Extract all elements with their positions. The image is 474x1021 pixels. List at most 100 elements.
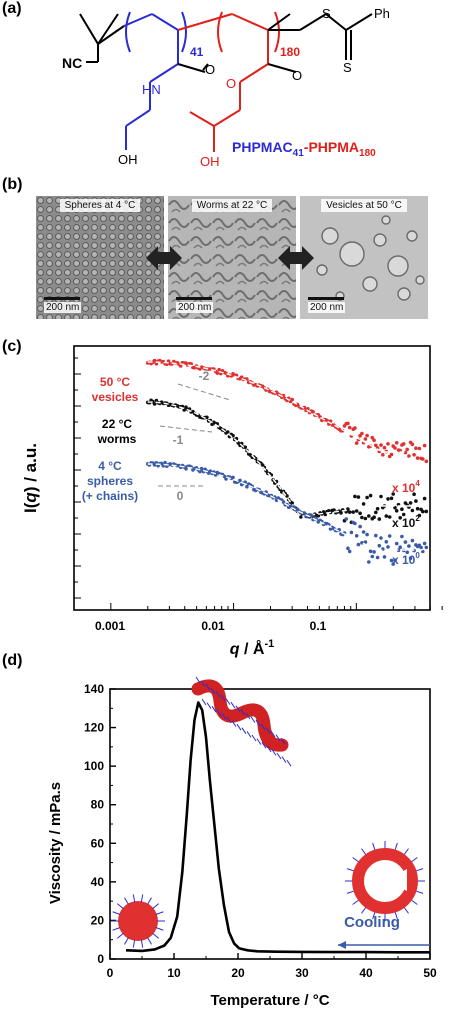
saxs-point-spheres <box>393 558 397 563</box>
slope-worms: -1 <box>173 433 184 447</box>
saxs-point-vesicles <box>415 456 420 460</box>
saxs-ylabel: I(q) / a.u. <box>21 443 40 513</box>
saxs-fit-worms <box>147 401 427 518</box>
saxs-point-spheres <box>374 533 378 538</box>
saxs-fit-spheres <box>147 463 427 551</box>
worm-hair <box>246 731 252 738</box>
worm-hair <box>280 737 286 745</box>
tem-vesicles-scalebar: 200 nm <box>308 297 346 313</box>
visc-xtick-label: 50 <box>423 966 437 980</box>
sphere-hair <box>140 939 144 948</box>
polymer-name-red-sub: 180 <box>359 148 376 159</box>
saxs-point-worms <box>386 497 390 501</box>
label-worms-temp: 22 °C <box>102 417 132 431</box>
saxs-point-spheres <box>379 536 383 540</box>
double-arrow-right-icon <box>278 246 314 270</box>
visc-ytick-label: 100 <box>84 759 104 773</box>
saxs-point-worms <box>316 513 321 518</box>
saxs-point-spheres <box>408 556 413 560</box>
saxs-point-worms <box>152 402 157 406</box>
saxs-point-worms <box>400 507 404 511</box>
saxs-point-spheres <box>375 555 380 560</box>
saxs-point-worms <box>205 415 209 420</box>
visc-ytick-label: 60 <box>91 836 105 850</box>
sphere-hair <box>147 937 152 945</box>
saxs-point-spheres <box>365 532 369 537</box>
saxs-point-worms <box>377 517 382 521</box>
saxs-point-spheres <box>370 554 375 559</box>
vesicle-hair <box>361 848 367 855</box>
saxs-point-vesicles <box>386 442 390 446</box>
vesicle-cartoon-icon <box>345 841 425 921</box>
saxs-curves <box>74 357 443 610</box>
saxs-point-spheres <box>405 550 410 555</box>
saxs-point-spheres <box>384 540 389 544</box>
saxs-point-spheres <box>403 540 408 544</box>
worm-hair <box>266 745 272 753</box>
vesicle-hair <box>372 842 376 850</box>
sphere-cartoon-icon <box>111 894 165 948</box>
slope-guide-worms <box>159 425 213 433</box>
saxs-point-spheres <box>382 555 387 559</box>
oh-right: OH <box>200 154 220 169</box>
saxs-point-worms <box>360 515 364 520</box>
saxs-point-vesicles <box>217 367 221 372</box>
double-arrow-left-icon <box>146 246 182 270</box>
worm-hair <box>240 709 246 716</box>
saxs-point-spheres <box>302 511 307 515</box>
multiplier-blue: x 100 <box>392 551 420 567</box>
visc-xtick-label: 10 <box>167 966 181 980</box>
saxs-point-vesicles <box>410 442 415 447</box>
worm-hair <box>275 734 281 741</box>
visc-xtick-label: 0 <box>107 966 114 980</box>
saxs-point-worms <box>412 492 416 496</box>
label-spheres-name: spheres <box>87 474 133 488</box>
tem-worms-scalebar: 200 nm <box>176 297 214 313</box>
saxs-point-worms <box>365 495 369 500</box>
saxs-point-spheres <box>358 524 362 529</box>
saxs-point-vesicles <box>363 437 368 441</box>
polymer-name-blue: PHPMAC <box>232 139 293 155</box>
visc-xtick-label: 40 <box>359 966 373 980</box>
saxs-point-worms <box>389 496 394 501</box>
hpma-subscript: 180 <box>280 45 300 59</box>
saxs-point-spheres <box>367 560 371 564</box>
worm-hair <box>200 680 206 687</box>
saxs-point-worms <box>417 513 422 518</box>
sphere-hair <box>152 903 160 910</box>
sphere-hair <box>140 894 144 903</box>
visc-ytick-label: 40 <box>91 875 105 889</box>
saxs-point-worms <box>231 433 235 438</box>
s-label-1: S <box>322 6 331 21</box>
saxs-point-worms <box>374 510 378 515</box>
oh-left: OH <box>118 152 138 167</box>
saxs-fit-vesicles <box>147 361 427 453</box>
vesicle-hair <box>416 868 424 872</box>
worm-hair <box>235 705 241 713</box>
worm-hair <box>215 691 221 698</box>
saxs-point-worms <box>353 494 357 499</box>
tem-vesicles-caption: Vesicles at 50 °C <box>300 199 428 212</box>
worm-hair <box>261 741 267 749</box>
vesicle-hair <box>361 907 367 914</box>
tem-worms-image: Worms at 22 °C 200 nm <box>168 196 296 319</box>
saxs-point-worms <box>356 495 361 499</box>
label-worms-name: worms <box>97 432 137 446</box>
vesicle-hair <box>416 890 424 894</box>
worm-hair <box>270 730 276 738</box>
worm-hair <box>260 723 266 731</box>
saxs-point-spheres <box>372 550 376 554</box>
sphere-hair <box>155 927 164 931</box>
vesicle-hair <box>403 907 409 914</box>
saxs-point-vesicles <box>346 421 350 426</box>
sphere-hair <box>147 897 152 905</box>
vesicle-hair <box>372 912 376 920</box>
saxs-point-spheres <box>407 544 411 548</box>
saxs-point-spheres <box>198 469 202 474</box>
saxs-point-worms <box>182 408 186 412</box>
saxs-point-spheres <box>281 500 286 504</box>
label-spheres-temp: 4 °C <box>98 459 122 473</box>
worm-hair <box>206 702 212 709</box>
worm-hair <box>230 701 236 709</box>
visc-xlabel: Temperature / °C <box>210 992 329 1009</box>
